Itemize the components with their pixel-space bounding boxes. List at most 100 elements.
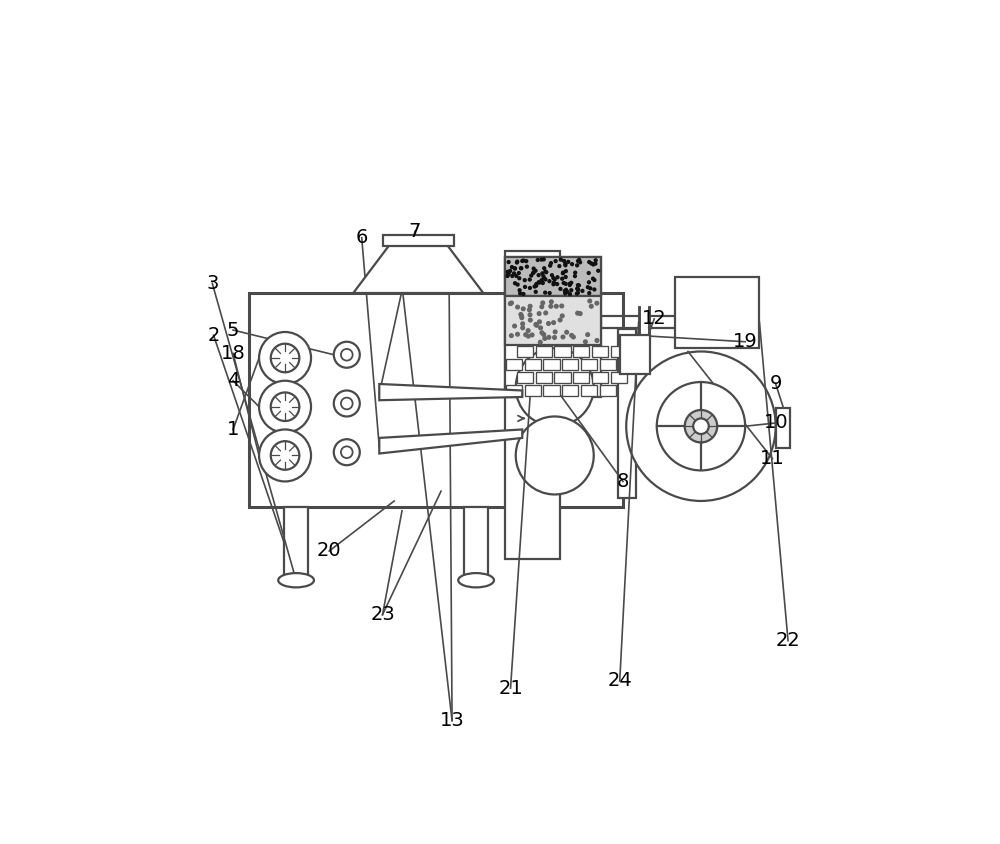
- Bar: [581, 360, 597, 371]
- Ellipse shape: [458, 573, 494, 587]
- Circle shape: [571, 262, 573, 266]
- Bar: [536, 346, 552, 357]
- Circle shape: [685, 410, 717, 442]
- Circle shape: [544, 278, 547, 281]
- Circle shape: [544, 311, 548, 315]
- Text: 20: 20: [317, 542, 342, 560]
- Circle shape: [540, 331, 544, 334]
- Circle shape: [538, 281, 541, 284]
- Circle shape: [594, 262, 597, 265]
- Circle shape: [525, 260, 528, 262]
- Circle shape: [560, 314, 564, 317]
- Circle shape: [528, 318, 532, 322]
- Circle shape: [528, 279, 531, 281]
- Text: 19: 19: [733, 333, 758, 351]
- Circle shape: [559, 258, 562, 261]
- Circle shape: [537, 311, 541, 316]
- Circle shape: [564, 283, 567, 285]
- Circle shape: [593, 279, 596, 282]
- Circle shape: [541, 282, 544, 284]
- Circle shape: [576, 264, 579, 267]
- Circle shape: [657, 382, 745, 470]
- Circle shape: [564, 264, 567, 267]
- Circle shape: [510, 301, 513, 305]
- Circle shape: [506, 274, 509, 278]
- Bar: [517, 346, 533, 357]
- Circle shape: [513, 272, 515, 275]
- Circle shape: [572, 335, 575, 338]
- Circle shape: [586, 333, 590, 337]
- Circle shape: [341, 398, 353, 409]
- Circle shape: [530, 274, 533, 277]
- Circle shape: [509, 302, 512, 306]
- Circle shape: [341, 349, 353, 360]
- Circle shape: [515, 274, 518, 278]
- Circle shape: [564, 292, 567, 295]
- Circle shape: [553, 278, 556, 281]
- Circle shape: [554, 260, 557, 262]
- Bar: [592, 346, 608, 357]
- Circle shape: [693, 419, 709, 434]
- Circle shape: [528, 308, 531, 311]
- Bar: [464, 507, 488, 576]
- Circle shape: [565, 330, 568, 334]
- Circle shape: [334, 391, 360, 416]
- Circle shape: [558, 318, 562, 322]
- Circle shape: [544, 291, 547, 294]
- Circle shape: [514, 282, 516, 284]
- Circle shape: [516, 260, 519, 263]
- Circle shape: [553, 336, 556, 339]
- Circle shape: [520, 267, 523, 270]
- Circle shape: [556, 283, 559, 285]
- Circle shape: [526, 334, 530, 338]
- Circle shape: [517, 272, 520, 274]
- Circle shape: [542, 258, 545, 261]
- Circle shape: [543, 277, 546, 280]
- Bar: [517, 372, 533, 383]
- Circle shape: [561, 335, 565, 338]
- Circle shape: [568, 283, 571, 285]
- Circle shape: [259, 381, 311, 433]
- Circle shape: [552, 277, 555, 279]
- Circle shape: [533, 285, 536, 288]
- Circle shape: [536, 258, 539, 262]
- Circle shape: [554, 305, 558, 308]
- Circle shape: [576, 291, 579, 295]
- Text: 24: 24: [607, 672, 632, 690]
- Circle shape: [559, 288, 562, 290]
- Circle shape: [576, 287, 579, 290]
- Bar: [505, 257, 601, 397]
- Circle shape: [538, 340, 542, 344]
- Circle shape: [507, 261, 510, 263]
- Circle shape: [520, 314, 523, 317]
- Circle shape: [577, 259, 579, 262]
- Bar: [505, 251, 560, 560]
- Circle shape: [528, 313, 532, 316]
- Circle shape: [530, 333, 534, 337]
- Circle shape: [528, 286, 531, 289]
- Circle shape: [551, 273, 553, 277]
- Circle shape: [552, 321, 555, 324]
- Bar: [505, 257, 601, 296]
- Circle shape: [576, 284, 579, 287]
- Circle shape: [525, 265, 528, 268]
- Circle shape: [578, 311, 582, 316]
- Circle shape: [570, 289, 573, 292]
- Circle shape: [543, 337, 547, 340]
- Circle shape: [564, 276, 567, 279]
- Bar: [600, 360, 616, 371]
- Circle shape: [271, 392, 299, 421]
- Circle shape: [576, 311, 579, 315]
- Text: 23: 23: [370, 605, 395, 625]
- Circle shape: [519, 267, 522, 269]
- Bar: [284, 507, 308, 576]
- Circle shape: [577, 284, 580, 287]
- Text: 10: 10: [763, 414, 788, 432]
- Polygon shape: [353, 246, 483, 293]
- Circle shape: [259, 430, 311, 481]
- Circle shape: [586, 286, 589, 289]
- Circle shape: [542, 333, 546, 337]
- Circle shape: [534, 290, 537, 293]
- Circle shape: [518, 289, 521, 292]
- Bar: [554, 372, 571, 383]
